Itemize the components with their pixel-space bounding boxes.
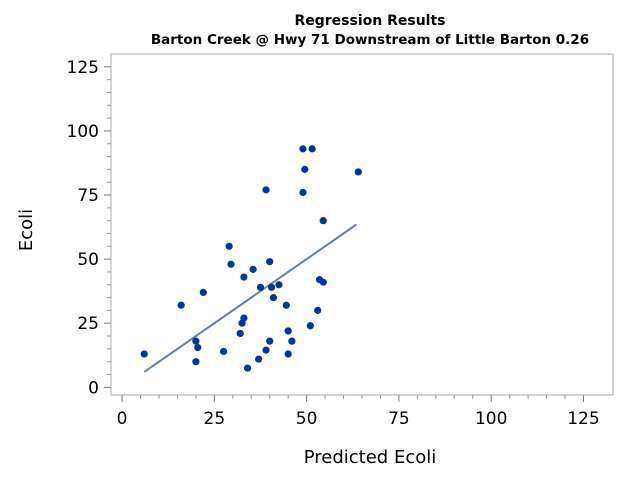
y-tick-label: 0 bbox=[88, 378, 99, 398]
data-point bbox=[299, 145, 307, 153]
data-point bbox=[319, 217, 327, 225]
data-point bbox=[308, 145, 316, 153]
x-axis-label: Predicted Ecoli bbox=[304, 447, 437, 468]
data-point bbox=[354, 168, 362, 176]
y-tick-label: 100 bbox=[67, 122, 99, 142]
chart-title: Regression Results bbox=[294, 13, 445, 29]
y-tick-label: 50 bbox=[77, 250, 99, 270]
data-point bbox=[269, 293, 278, 302]
data-point bbox=[288, 337, 296, 345]
data-point bbox=[301, 165, 309, 173]
data-point bbox=[177, 301, 185, 309]
data-point bbox=[267, 283, 276, 291]
data-point bbox=[306, 322, 314, 330]
data-point bbox=[192, 337, 200, 345]
x-tick-label: 0 bbox=[117, 409, 128, 429]
data-point bbox=[236, 329, 244, 338]
data-point bbox=[262, 346, 270, 354]
data-point bbox=[266, 258, 274, 266]
data-point bbox=[284, 327, 292, 335]
data-point bbox=[199, 288, 207, 297]
data-point bbox=[243, 364, 252, 372]
regression-line bbox=[143, 223, 358, 373]
data-point bbox=[255, 355, 263, 363]
data-point bbox=[299, 188, 307, 197]
x-tick-label: 25 bbox=[204, 409, 226, 429]
y-tick-label: 75 bbox=[77, 186, 99, 206]
chart-subtitle: Barton Creek @ Hwy 71 Downstream of Litt… bbox=[151, 32, 589, 48]
y-tick-label: 125 bbox=[67, 58, 99, 78]
data-point bbox=[192, 358, 200, 366]
data-point bbox=[319, 278, 327, 286]
data-point bbox=[225, 242, 233, 250]
scatter-series bbox=[140, 145, 362, 373]
data-point bbox=[240, 273, 248, 281]
data-point bbox=[282, 301, 290, 309]
data-point bbox=[219, 347, 228, 356]
x-axis: 0 25 50 75 100 125 bbox=[117, 395, 600, 429]
data-point bbox=[140, 350, 148, 358]
data-point bbox=[266, 337, 274, 345]
y-tick-label: 25 bbox=[77, 314, 99, 334]
x-tick-label: 75 bbox=[388, 409, 410, 429]
data-point bbox=[227, 260, 235, 268]
data-point bbox=[314, 306, 322, 314]
y-axis: 0 25 50 75 100 125 bbox=[67, 58, 111, 398]
x-tick-label: 50 bbox=[296, 409, 318, 429]
y-axis-label: Ecoli bbox=[16, 209, 37, 251]
data-point bbox=[240, 314, 248, 322]
data-point bbox=[275, 281, 283, 289]
data-point bbox=[249, 265, 257, 273]
data-point bbox=[194, 343, 202, 352]
x-tick-label: 100 bbox=[475, 409, 507, 429]
data-point bbox=[262, 186, 270, 194]
data-point bbox=[256, 283, 265, 291]
x-tick-label: 125 bbox=[567, 409, 599, 429]
data-point bbox=[284, 350, 292, 358]
